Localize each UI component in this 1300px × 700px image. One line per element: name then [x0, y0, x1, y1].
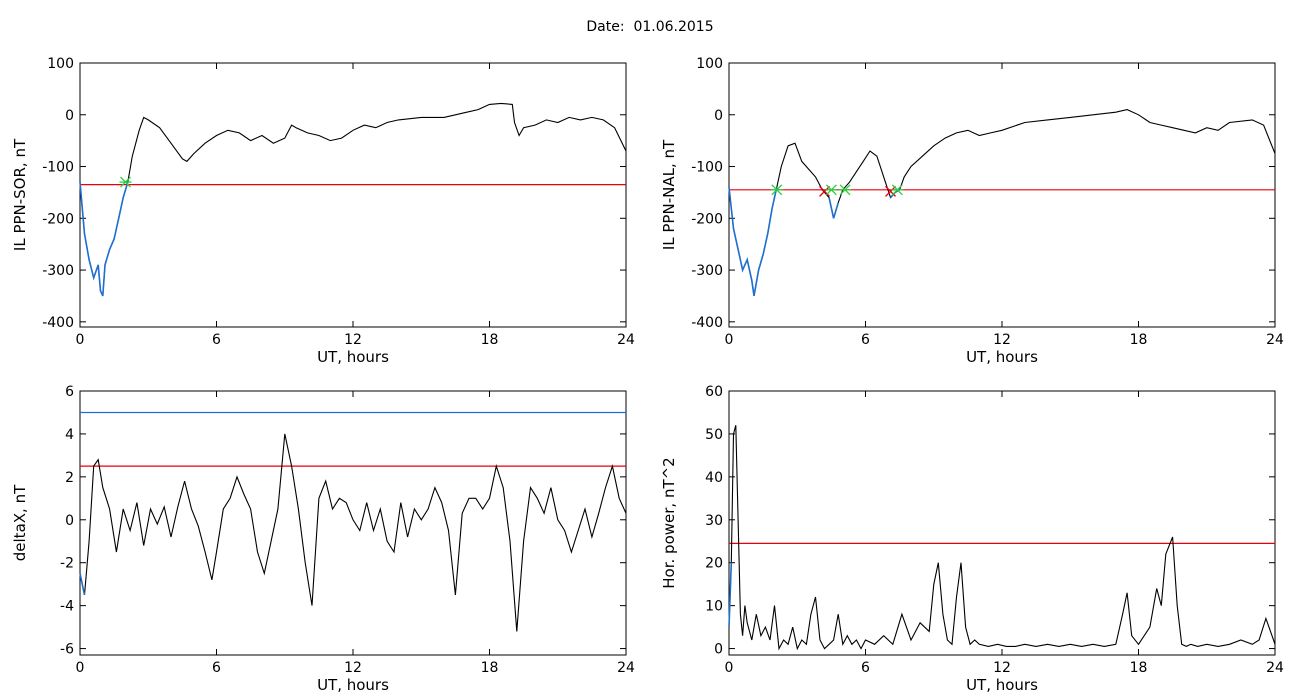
y-tick-label: -2 — [60, 556, 74, 572]
y-tick-label: 2 — [65, 470, 74, 486]
x-axis-label: UT, hours — [317, 676, 389, 694]
asterisk-marker — [119, 176, 132, 188]
x-tick-label: 6 — [212, 660, 221, 676]
y-tick-label: -300 — [42, 263, 74, 279]
y-tick-label: 30 — [705, 513, 723, 529]
asterisk-marker — [770, 184, 783, 196]
y-tick-label: 0 — [65, 108, 74, 124]
plot-frame — [79, 390, 627, 656]
y-tick-label: 100 — [696, 56, 723, 72]
chart-panel-power: 0 6 12 18 24 60 50 40 30 20 10 0 UT, hours Hor. power… — [660, 384, 1284, 694]
y-tick-label: -4 — [60, 599, 74, 615]
y-axis-label: IL PPN-SOR, nT — [11, 138, 29, 251]
x-axis-label: UT, hours — [317, 348, 389, 366]
x-tick-label: 24 — [1266, 332, 1284, 348]
y-tick-label: 60 — [705, 384, 723, 400]
asterisk-marker — [891, 184, 904, 196]
y-tick-label: 20 — [705, 556, 723, 572]
x-axis-label: UT, hours — [966, 676, 1038, 694]
y-tick-label: -200 — [691, 211, 723, 227]
date-value: 01.06.2015 — [633, 19, 714, 35]
plot-frame — [79, 62, 627, 328]
asterisk-marker — [825, 184, 838, 196]
y-tick-label: 6 — [65, 384, 74, 400]
y-tick-label: 10 — [705, 599, 723, 615]
data-series-line — [79, 433, 627, 632]
x-tick-label: 6 — [861, 332, 870, 348]
data-series-line — [728, 425, 1276, 651]
x-tick-label: 18 — [1130, 332, 1148, 348]
x-tick-label: 18 — [481, 332, 499, 348]
highlighted-segment — [79, 573, 86, 596]
x-tick-label: 0 — [76, 332, 85, 348]
x-tick-label: 12 — [344, 332, 362, 348]
chart-panel-sor: 0 6 12 18 24 100 0 -100 -200 -300 -400 UT, hours IL … — [11, 56, 635, 366]
y-axis-label: Hor. power, nT^2 — [660, 457, 678, 588]
x-axis-label: UT, hours — [966, 348, 1038, 366]
x-tick-label: 18 — [481, 660, 499, 676]
asterisk-marker — [839, 184, 852, 196]
y-tick-label: -300 — [691, 263, 723, 279]
y-tick-label: 0 — [714, 108, 723, 124]
y-tick-label: 50 — [705, 427, 723, 443]
highlighted-segment — [79, 181, 129, 297]
date-title: Date: 01.06.2015 — [0, 19, 1300, 35]
x-tick-label: 24 — [1266, 660, 1284, 676]
y-axis-label: IL PPN-NAL, nT — [660, 139, 678, 250]
cross-marker — [819, 185, 831, 197]
y-tick-label: 100 — [47, 56, 74, 72]
marker-stroke — [885, 185, 896, 197]
y-tick-label: 4 — [65, 427, 74, 443]
highlighted-segment — [728, 187, 778, 297]
plot-frame — [728, 62, 1276, 328]
chart-panel-deltax: 0 6 12 18 24 6 4 2 0 -2 -4 -6 UT, hours deltaX, nT — [11, 384, 635, 694]
data-series-line — [79, 102, 627, 297]
x-tick-label: 12 — [344, 660, 362, 676]
x-tick-label: 0 — [76, 660, 85, 676]
highlighted-segment — [728, 562, 733, 628]
y-axis-label: deltaX, nT — [11, 484, 29, 561]
x-tick-label: 6 — [212, 332, 221, 348]
y-tick-label: 0 — [65, 513, 74, 529]
y-tick-label: -100 — [691, 160, 723, 176]
marker-stroke — [819, 185, 831, 197]
data-series-line — [728, 109, 1276, 296]
x-tick-label: 18 — [1130, 660, 1148, 676]
y-tick-label: -400 — [42, 315, 74, 331]
y-tick-label: -400 — [691, 315, 723, 331]
x-tick-label: 6 — [861, 660, 870, 676]
highlighted-segment — [828, 197, 839, 219]
y-tick-label: -6 — [60, 642, 74, 658]
x-tick-label: 12 — [993, 660, 1011, 676]
x-tick-label: 24 — [617, 332, 635, 348]
x-tick-label: 12 — [993, 332, 1011, 348]
cross-marker — [885, 185, 896, 197]
y-tick-label: 40 — [705, 470, 723, 486]
x-tick-label: 24 — [617, 660, 635, 676]
y-tick-label: 0 — [714, 642, 723, 658]
chart-panel-nal: 0 6 12 18 24 100 0 -100 -200 -300 -400 UT, hours IL … — [660, 56, 1284, 366]
date-label: Date: — [586, 19, 625, 35]
y-tick-label: -200 — [42, 211, 74, 227]
x-tick-label: 0 — [725, 660, 734, 676]
x-tick-label: 0 — [725, 332, 734, 348]
y-tick-label: -100 — [42, 160, 74, 176]
